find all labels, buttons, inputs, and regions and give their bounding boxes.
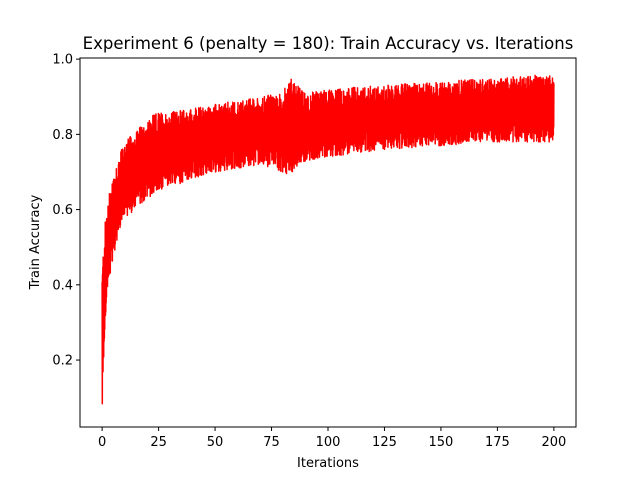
chart-title: Experiment 6 (penalty = 180): Train Accu… xyxy=(83,34,574,53)
x-tick-label: 200 xyxy=(541,435,566,450)
x-axis-label: Iterations xyxy=(297,456,359,471)
y-axis-label: Train Accuracy xyxy=(28,194,43,290)
series-layer xyxy=(101,74,555,405)
x-tick-label: 125 xyxy=(372,435,397,450)
y-tick-label: 0.8 xyxy=(52,128,73,143)
y-axis-ticks: 0.2 0.4 0.6 0.8 1.0 xyxy=(52,53,80,369)
y-tick-label: 0.2 xyxy=(52,354,73,369)
x-tick-label: 0 xyxy=(98,435,106,450)
y-tick-label: 0.6 xyxy=(52,203,73,218)
y-tick-label: 1.0 xyxy=(52,53,73,68)
x-tick-label: 100 xyxy=(316,435,341,450)
y-tick-label: 0.4 xyxy=(52,278,73,293)
x-tick-label: 150 xyxy=(429,435,454,450)
x-tick-label: 175 xyxy=(485,435,510,450)
x-tick-label: 25 xyxy=(150,435,167,450)
x-tick-label: 50 xyxy=(207,435,224,450)
x-axis-ticks: 0 25 50 75 100 125 150 175 200 xyxy=(98,427,566,450)
train-accuracy-line xyxy=(101,74,555,405)
x-tick-label: 75 xyxy=(263,435,280,450)
